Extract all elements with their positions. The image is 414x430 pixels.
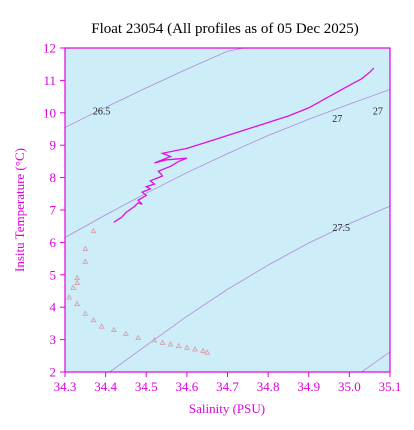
y-axis: 2 3 4 5 6 7 8 9 10 11 12 — [43, 41, 65, 380]
chart-title: Float 23054 (All profiles as of 05 Dec 2… — [91, 21, 358, 37]
y-axis-label: Insitu Temperature (°C) — [12, 148, 27, 272]
profile-marker — [151, 336, 158, 343]
profile-marker — [204, 349, 211, 355]
y-tick-label: 8 — [50, 170, 57, 185]
density-contour-label: 27 — [332, 114, 342, 125]
y-tick-label: 6 — [50, 235, 57, 250]
density-contour-line — [361, 351, 390, 372]
x-tick-label: 34.9 — [297, 379, 320, 394]
profile-series — [66, 67, 375, 355]
x-tick-label: 35.0 — [338, 379, 361, 394]
profile-marker — [167, 341, 174, 347]
x-tick-label: 34.6 — [176, 379, 199, 394]
y-tick-label: 9 — [50, 138, 57, 153]
profile-marker — [74, 279, 81, 285]
profile-marker — [200, 347, 207, 353]
density-contour-line — [65, 89, 390, 238]
y-tick-label: 10 — [43, 105, 56, 120]
density-contour-line — [65, 48, 244, 128]
profile-marker — [82, 245, 89, 251]
profile-marker — [90, 227, 97, 234]
x-tick-label: 34.7 — [216, 379, 239, 394]
density-contour-label: 27.5 — [333, 223, 351, 234]
x-tick-label: 34.5 — [135, 379, 158, 394]
y-tick-label: 2 — [50, 365, 57, 380]
profile-marker — [82, 258, 89, 264]
density-contour-labels: 26.5 27 27 27.5 — [93, 106, 383, 234]
x-tick-label: 35.1 — [379, 379, 402, 394]
y-tick-label: 3 — [50, 332, 57, 347]
y-tick-label: 12 — [43, 41, 56, 56]
profile-marker — [159, 339, 166, 345]
profile-marker — [175, 342, 182, 349]
profile-marker — [70, 284, 77, 290]
x-axis: 34.3 34.4 34.5 34.6 34.7 34.8 34.9 35.0 35.1 — [54, 372, 402, 394]
plot-area — [65, 48, 390, 372]
profile-marker — [82, 310, 89, 316]
profile-line — [113, 67, 375, 223]
y-tick-label: 5 — [50, 267, 57, 282]
profile-marker — [110, 326, 117, 332]
y-tick-label: 11 — [43, 73, 56, 88]
x-tick-label: 34.3 — [54, 379, 77, 394]
profile-marker — [66, 294, 73, 300]
profile-marker — [74, 300, 81, 307]
profile-marker — [183, 344, 190, 350]
profile-marker — [98, 323, 105, 329]
y-tick-label: 4 — [50, 300, 57, 315]
density-contour-label: 27 — [373, 106, 383, 117]
profile-marker — [90, 316, 97, 323]
profile-marker — [192, 345, 198, 352]
density-contour-label: 26.5 — [93, 106, 111, 117]
x-axis-label: Salinity (PSU) — [189, 401, 265, 416]
profile-marker — [122, 330, 129, 336]
x-tick-label: 34.4 — [94, 379, 117, 394]
profile-marker — [135, 334, 142, 341]
x-tick-label: 34.8 — [257, 379, 280, 394]
y-tick-label: 7 — [50, 203, 57, 218]
